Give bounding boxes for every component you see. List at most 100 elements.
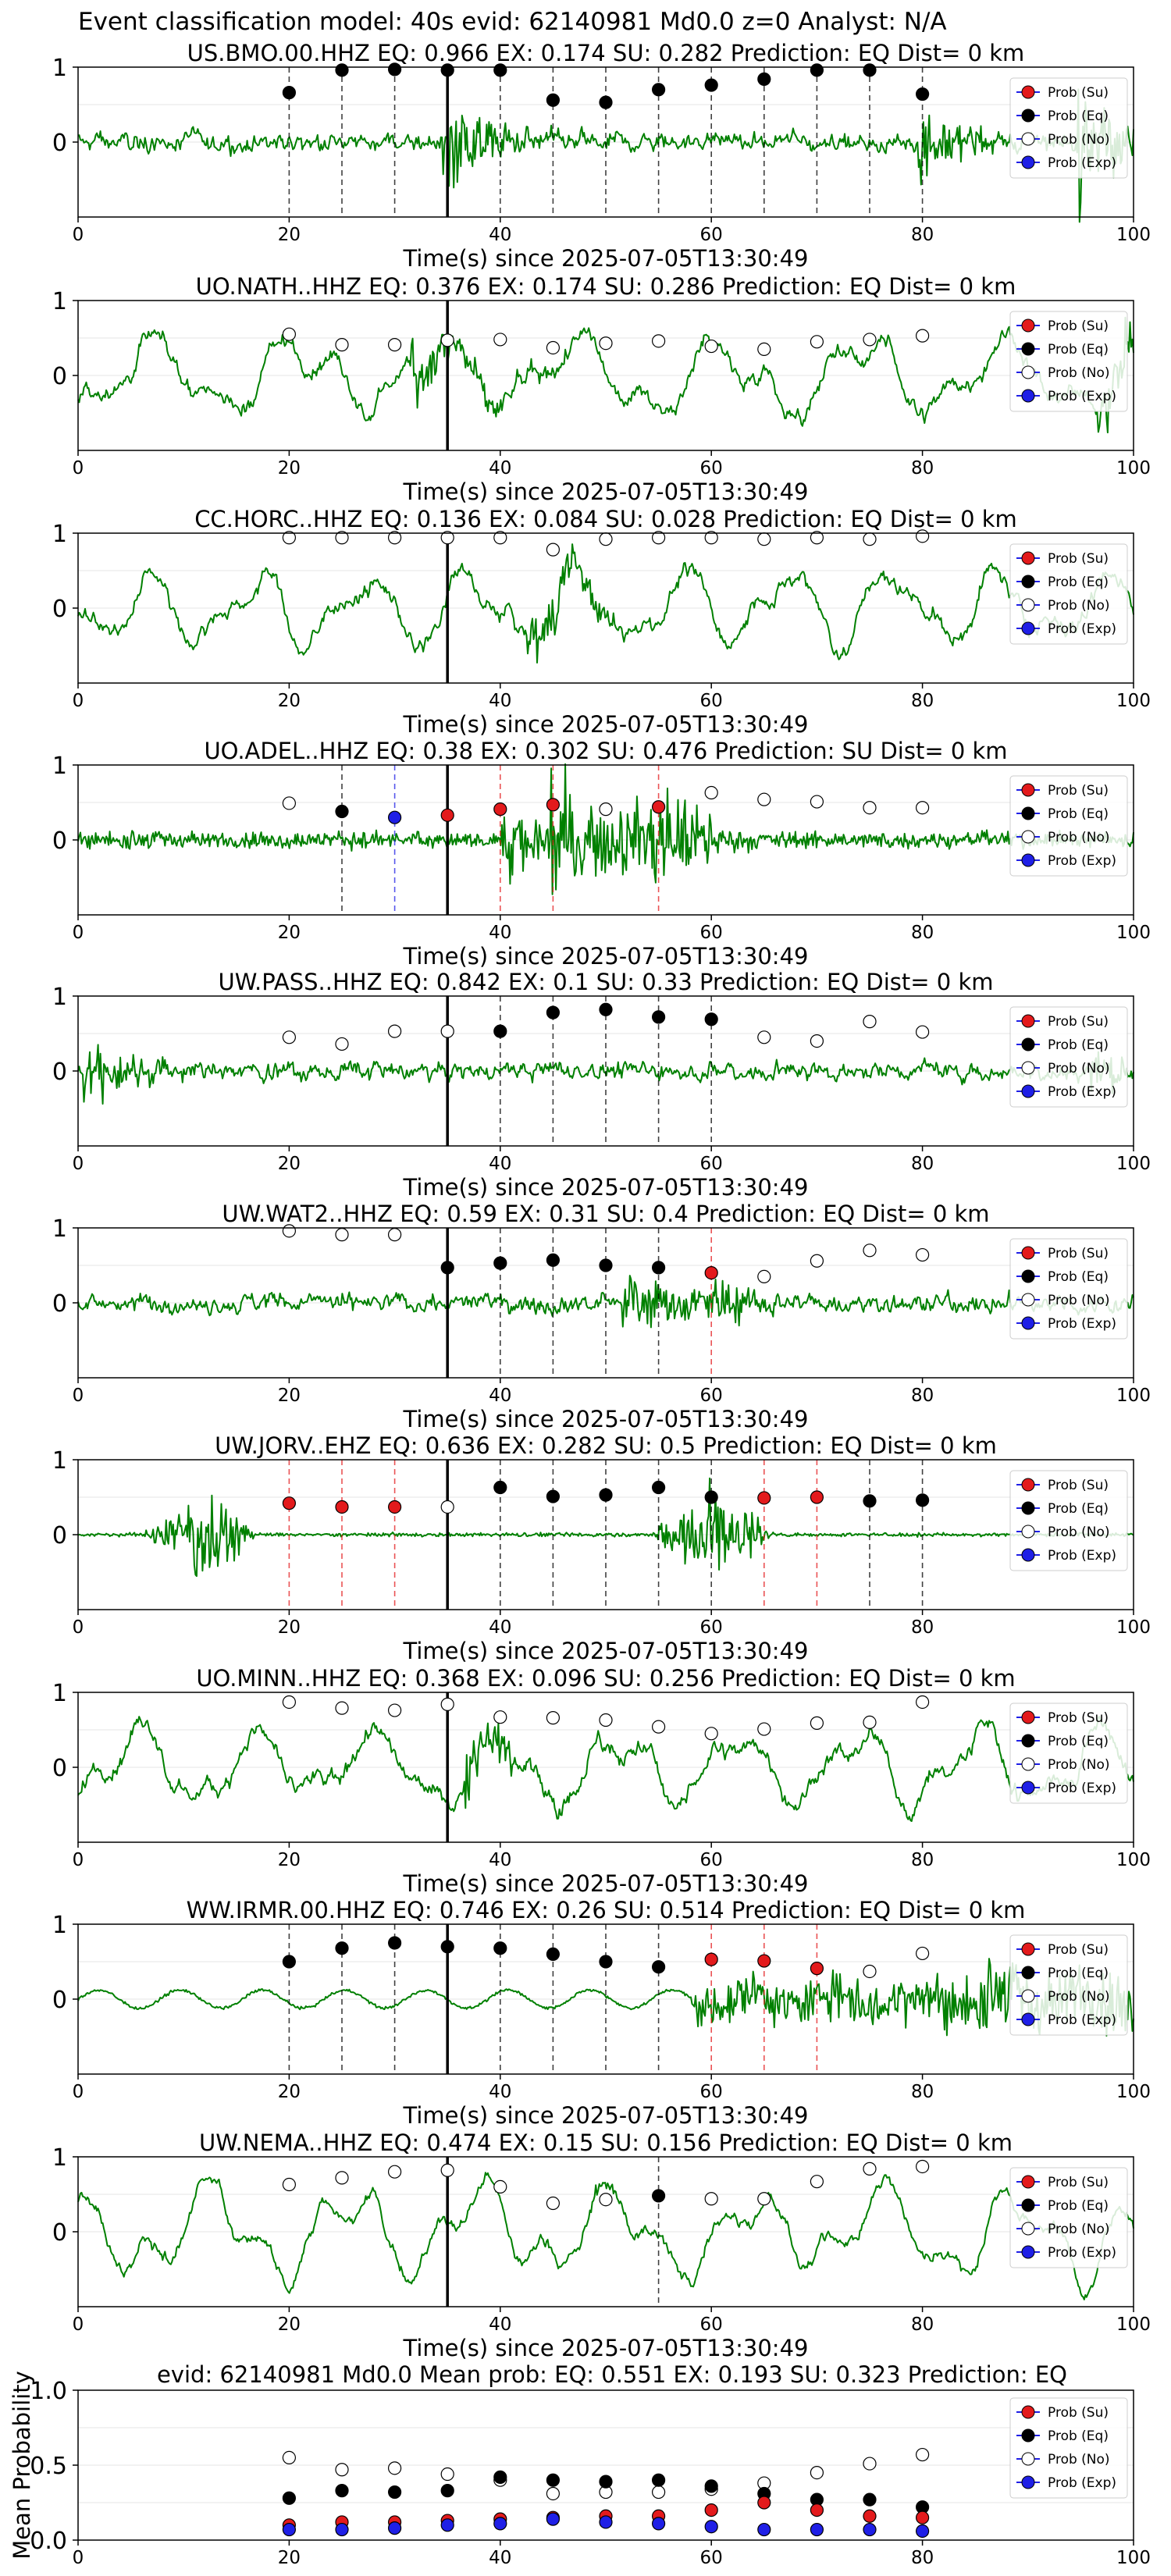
legend-marker-no (1021, 830, 1035, 844)
mean-point-su (704, 2503, 718, 2517)
prob-point-no (863, 1964, 877, 1979)
legend-label-no: Prob (No) (1048, 1989, 1110, 2005)
legend-marker-su (1021, 85, 1035, 99)
x-tick-label: 20 (278, 2548, 301, 2568)
x-tick-label: 0 (73, 1386, 84, 1406)
prob-point-eq (915, 1493, 930, 1507)
legend-marker-su (1021, 1942, 1035, 1956)
x-tick-label: 60 (700, 225, 723, 245)
x-tick-label: 100 (1116, 1850, 1151, 1870)
legend-marker-eq (1021, 575, 1035, 589)
mean-point-eq (335, 2484, 349, 2498)
prob-point-no (493, 531, 507, 545)
legend-marker-exp (1021, 155, 1035, 169)
prob-point-no (915, 329, 930, 343)
prob-point-eq (651, 1261, 666, 1275)
prob-point-no (493, 1710, 507, 1724)
prob-point-eq (546, 93, 561, 107)
legend-label-no: Prob (No) (1048, 1293, 1110, 1308)
prob-point-no (810, 1034, 824, 1048)
prob-point-eq (599, 1002, 613, 1016)
x-tick-label: 40 (489, 2548, 511, 2568)
waveform-trace (77, 1958, 1134, 2037)
legend-box (1009, 775, 1128, 877)
x-tick-label: 60 (700, 2314, 723, 2335)
prob-point-no (863, 1015, 877, 1029)
y-tick-label: 1 (52, 984, 67, 1011)
x-tick-label: 20 (278, 2082, 301, 2102)
x-tick-label: 40 (489, 923, 511, 943)
prob-point-eq (335, 63, 349, 77)
x-tick-label: 60 (700, 1850, 723, 1870)
x-tick-label: 0 (73, 1617, 84, 1638)
prob-point-no (915, 2159, 930, 2174)
legend-label-eq: Prob (Eq) (1048, 1966, 1109, 1981)
prob-point-eq (440, 1261, 454, 1275)
legend-label-no: Prob (No) (1048, 132, 1110, 148)
legend-marker-no (1021, 1757, 1035, 1771)
prob-point-eq (440, 1940, 454, 1954)
y-tick-label: 1 (52, 1680, 67, 1707)
prob-point-no (282, 327, 296, 341)
x-tick-label: 60 (700, 458, 723, 479)
prob-point-su (757, 1491, 771, 1505)
x-tick-label: 60 (700, 2548, 723, 2568)
y-tick-label: 1 (52, 1912, 67, 1939)
mean-point-eq (651, 2473, 666, 2487)
prob-point-no (599, 1713, 613, 1727)
prob-point-no (757, 792, 771, 806)
mean-point-exp (915, 2524, 930, 2539)
prob-point-no (546, 340, 561, 355)
legend-marker-eq (1021, 1269, 1035, 1283)
station-panel-10: UW.NEMA..HHZ EQ: 0.474 EX: 0.15 SU: 0.15… (52, 2129, 1151, 2361)
x-tick-label: 40 (489, 225, 511, 245)
mean-point-no (388, 2461, 402, 2475)
x-tick-label: 60 (700, 1386, 723, 1406)
figure-header: Event classification model: 40s evid: 62… (78, 8, 947, 36)
prob-point-no (651, 1720, 666, 1734)
legend-label-su: Prob (Su) (1048, 2175, 1109, 2190)
x-axis-label: Time(s) since 2025-07-05T13:30:49 (403, 2335, 809, 2361)
x-tick-label: 80 (911, 1850, 934, 1870)
y-tick-label: 0 (52, 363, 67, 390)
x-tick-label: 0 (73, 1154, 84, 1174)
prob-point-eq (335, 1941, 349, 1955)
prob-point-no (440, 531, 454, 545)
legend-label-no: Prob (No) (1048, 365, 1110, 381)
legend-box (1009, 77, 1128, 179)
legend-label-eq: Prob (Eq) (1048, 575, 1109, 590)
mean-point-su (810, 2503, 824, 2517)
legend-marker-exp (1021, 1316, 1035, 1330)
prob-point-no (757, 1722, 771, 1736)
station-panel-2: UO.NATH..HHZ EQ: 0.376 EX: 0.174 SU: 0.2… (52, 273, 1151, 505)
prob-point-no (282, 1030, 296, 1044)
prob-point-no (388, 1703, 402, 1717)
legend-marker-no (1021, 2452, 1035, 2466)
prob-point-no (915, 1025, 930, 1039)
legend-marker-no (1021, 1525, 1035, 1539)
prob-point-no (757, 2192, 771, 2206)
y-axis-label: Mean Probability (9, 2371, 35, 2560)
station-panel-4: UO.ADEL..HHZ EQ: 0.38 EX: 0.302 SU: 0.47… (52, 738, 1151, 970)
prob-point-no (863, 333, 877, 347)
mean-point-exp (546, 2512, 561, 2526)
y-tick-label: 1 (52, 1447, 67, 1475)
prob-point-eq (282, 86, 296, 100)
panel-title: UW.PASS..HHZ EQ: 0.842 EX: 0.1 SU: 0.33 … (218, 969, 993, 995)
waveform-trace (77, 1275, 1134, 1329)
mean-point-eq (440, 2484, 454, 2498)
waveform-trace (77, 1716, 1134, 1822)
mean-point-no (915, 2447, 930, 2462)
panel-title: UO.NATH..HHZ EQ: 0.376 EX: 0.174 SU: 0.2… (196, 273, 1016, 300)
legend-box (1009, 1470, 1128, 1571)
prob-point-no (863, 2161, 877, 2176)
mean-point-eq (493, 2470, 507, 2484)
x-tick-label: 0 (73, 2314, 84, 2335)
legend-label-su: Prob (Su) (1048, 1710, 1109, 1726)
y-tick-label: 0 (52, 1522, 67, 1550)
legend-label-eq: Prob (Eq) (1048, 109, 1109, 124)
legend-label-exp: Prob (Exp) (1048, 2475, 1116, 2491)
legend-label-no: Prob (No) (1048, 1061, 1110, 1076)
legend-marker-eq (1021, 1037, 1035, 1051)
legend-label-no: Prob (No) (1048, 2452, 1110, 2467)
